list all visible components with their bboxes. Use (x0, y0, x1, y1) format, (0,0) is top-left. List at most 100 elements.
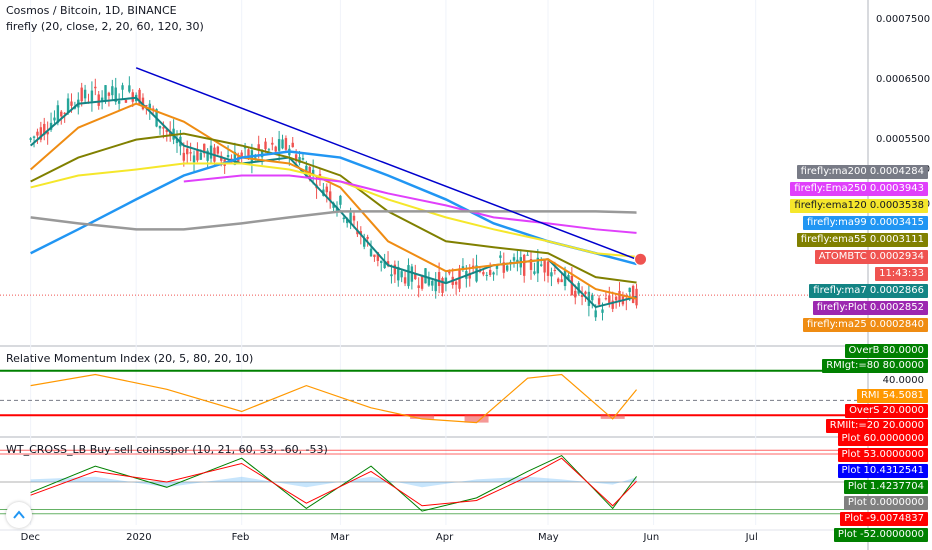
candle-body (454, 281, 458, 285)
value-badge: firefly:Ema250 0.0003943 (790, 182, 928, 196)
candle-body (502, 262, 505, 273)
wt2-line (30, 457, 637, 507)
candle-body (380, 260, 383, 264)
candle-body (114, 87, 117, 102)
time-axis-label: 2020 (126, 532, 152, 543)
candle-body (417, 285, 420, 288)
candle-body (441, 278, 444, 293)
candle-body (158, 125, 162, 129)
time-axis-label: Feb (231, 532, 250, 543)
candle-body (66, 98, 70, 113)
candle-body (376, 252, 380, 261)
value-badge: firefly:Plot 0.0002852 (812, 301, 928, 315)
candle-body (444, 277, 448, 284)
value-badge: firefly:ma200 0.0004284 (796, 165, 928, 179)
candle-body (182, 152, 186, 161)
candle-body (294, 154, 298, 161)
candle-body (311, 169, 315, 175)
candle-body (138, 89, 141, 104)
price-axis-label: 0.0006500 (876, 73, 931, 85)
candle-body (420, 274, 424, 289)
candle-body (594, 310, 597, 318)
candle-body (301, 158, 305, 160)
candle-body (94, 86, 97, 89)
candle-body (570, 275, 574, 296)
candle-body (461, 266, 465, 270)
candle-body (349, 212, 352, 224)
value-badge: Plot -9.0074837 (840, 512, 928, 526)
candle-body (448, 271, 451, 274)
candle-body (363, 238, 366, 247)
candle-body (32, 136, 36, 138)
indicator-title[interactable]: firefly (20, close, 2, 20, 60, 120, 30) (6, 20, 204, 33)
candle-body (199, 152, 203, 160)
candle-body (543, 260, 546, 273)
value-badge: firefly:ma7 0.0002866 (809, 284, 928, 298)
candle-body (70, 101, 73, 106)
value-badge: RMIlt:=20 20.0000 (825, 419, 928, 433)
candle-body (29, 138, 32, 140)
candle-body (488, 269, 492, 275)
candle-body (281, 139, 284, 149)
candle-body (533, 271, 536, 274)
candle-body (216, 146, 220, 154)
candle-body (383, 262, 386, 269)
candle-body (162, 127, 165, 129)
time-axis-label: Jun (643, 532, 660, 543)
candle-body (53, 117, 56, 121)
candle-body (437, 272, 441, 286)
wt-title[interactable]: WT_CROSS_LB Buy sell coinsspor (10, 21, … (6, 443, 328, 456)
candle-body (580, 294, 584, 297)
candle-body (563, 270, 567, 287)
tradingview-logo[interactable] (6, 502, 32, 528)
value-badge: Plot 60.0000000 (837, 432, 928, 446)
rmi-title[interactable]: Relative Momentum Index (20, 5, 80, 20, … (6, 352, 254, 365)
candle-body (226, 154, 230, 158)
candle-body (512, 257, 516, 261)
candle-body (492, 272, 495, 275)
candle-body (536, 257, 540, 274)
candle-body (631, 285, 635, 304)
candle-body (482, 272, 485, 275)
candle-body (175, 138, 179, 144)
candle-body (611, 300, 614, 309)
candle-body (43, 123, 46, 136)
candle-body (434, 279, 437, 292)
time-axis-label: Apr (435, 532, 454, 543)
price-axis-label: 0.0005500 (876, 133, 931, 145)
candle-body (414, 273, 417, 280)
candle-body (468, 272, 471, 279)
candle-body (604, 298, 608, 300)
time-axis-label: Mar (330, 532, 350, 543)
time-axis-label: May (538, 532, 559, 543)
candle-body (274, 146, 277, 152)
candle-body (557, 278, 560, 283)
candle-body (100, 97, 104, 102)
candle-body (56, 105, 60, 123)
price-axis-label: 0.0007500 (876, 14, 931, 25)
candle-body (284, 138, 288, 150)
candle-body (475, 265, 478, 282)
candle-body (339, 195, 342, 205)
candle-body (264, 141, 267, 150)
candle-body (407, 265, 410, 287)
candle-body (240, 152, 243, 158)
candle-body (526, 254, 529, 256)
series-line-firefly-ema250 (183, 174, 637, 234)
candle-body (186, 148, 189, 155)
candle-body (325, 186, 328, 193)
candle-body (254, 157, 257, 159)
candle-body (192, 155, 196, 163)
value-badge: OverB 80.0000 (844, 344, 928, 358)
value-badge: firefly:ema55 0.0003111 (796, 233, 928, 247)
candle-body (614, 296, 618, 301)
candle-body (267, 149, 271, 151)
candle-body (97, 94, 100, 106)
symbol-title[interactable]: Cosmos / Bitcoin, 1D, BINANCE (6, 4, 177, 17)
candle-body (131, 92, 134, 102)
candle-body (478, 270, 482, 272)
candle-body (390, 274, 393, 277)
candle-body (366, 236, 369, 239)
candle-body (148, 103, 151, 110)
